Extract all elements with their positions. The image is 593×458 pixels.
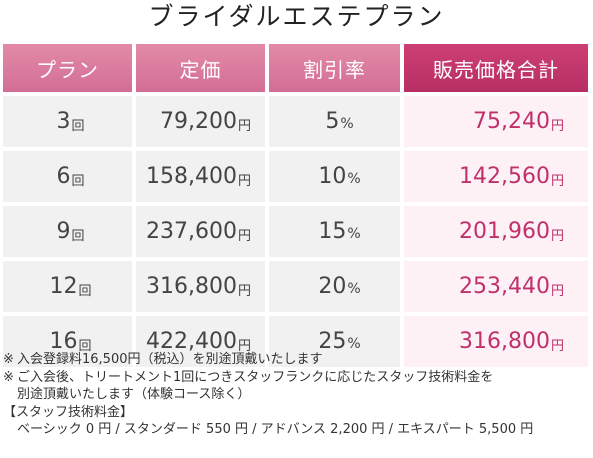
header-plan: プラン bbox=[3, 44, 132, 92]
list-price-cell: 316,800 円 bbox=[136, 261, 265, 312]
list-price-value: 237,600 bbox=[146, 219, 237, 244]
plan-count: 3 bbox=[56, 109, 71, 134]
sale-total-value: 142,560 bbox=[459, 164, 550, 189]
sale-total-unit: 円 bbox=[550, 118, 564, 134]
discount-rate-unit: % bbox=[347, 280, 361, 297]
sale-total-value: 75,240 bbox=[473, 109, 550, 134]
plan-cell: 12 回 bbox=[3, 261, 132, 312]
list-price-cell: 79,200 円 bbox=[136, 96, 265, 147]
note-mark: ※ bbox=[3, 352, 14, 367]
discount-rate-value: 20 bbox=[318, 274, 347, 299]
list-price-unit: 円 bbox=[237, 173, 251, 189]
plan-count: 16 bbox=[49, 329, 78, 354]
header-discount-rate: 割引率 bbox=[269, 44, 400, 92]
header-sale-total: 販売価格合計 bbox=[404, 44, 588, 92]
staff-fee-heading: 【スタッフ技術料金】 bbox=[3, 404, 134, 420]
sale-total-value: 201,960 bbox=[459, 219, 550, 244]
discount-rate-cell: 15% bbox=[269, 206, 400, 257]
list-price-value: 158,400 bbox=[146, 164, 237, 189]
list-price-cell: 237,600 円 bbox=[136, 206, 265, 257]
plan-cell: 16 回 bbox=[3, 316, 132, 367]
sale-total-value: 253,440 bbox=[459, 274, 550, 299]
notes-section: ※ 入会登録料16,500円（税込）を別途頂戴いたします ※ ご入会後、トリートメン… bbox=[3, 351, 591, 439]
sale-total-cell: 142,560 円 bbox=[404, 151, 588, 202]
sale-total-cell: 201,960 円 bbox=[404, 206, 588, 257]
plan-count: 9 bbox=[56, 219, 71, 244]
plan-unit: 回 bbox=[71, 118, 85, 134]
discount-rate-unit: % bbox=[347, 170, 361, 187]
sale-total-value: 316,800 bbox=[459, 329, 550, 354]
sale-total-cell: 75,240 円 bbox=[404, 96, 588, 147]
discount-rate-value: 5 bbox=[325, 109, 340, 134]
note-registration-fee: ※ 入会登録料16,500円（税込）を別途頂戴いたします bbox=[3, 351, 591, 369]
plan-unit: 回 bbox=[71, 228, 85, 244]
note-text: 入会登録料16,500円（税込）を別途頂戴いたします bbox=[17, 352, 323, 367]
list-price-cell: 158,400 円 bbox=[136, 151, 265, 202]
sale-total-unit: 円 bbox=[550, 283, 564, 299]
plan-count: 12 bbox=[49, 274, 78, 299]
list-price-value: 79,200 bbox=[160, 109, 237, 134]
note-staff-fee-continued: 別途頂戴いたします（体験コース除く） bbox=[17, 387, 251, 402]
staff-fee-list: ベーシック 0 円 / スタンダード 550 円 / アドバンス 2,200 円… bbox=[17, 422, 534, 437]
discount-rate-cell: 20% bbox=[269, 261, 400, 312]
discount-rate-cell: 25% bbox=[269, 316, 400, 367]
discount-rate-cell: 10% bbox=[269, 151, 400, 202]
discount-rate-unit: % bbox=[347, 225, 361, 242]
list-price-unit: 円 bbox=[237, 228, 251, 244]
discount-rate-cell: 5% bbox=[269, 96, 400, 147]
note-text: ご入会後、トリートメント1回につきスタッフランクに応じたスタッフ技術料金を bbox=[17, 369, 494, 385]
discount-rate-unit: % bbox=[340, 115, 354, 132]
list-price-unit: 円 bbox=[237, 118, 251, 134]
sale-total-cell: 253,440 円 bbox=[404, 261, 588, 312]
sale-total-cell: 316,800 円 bbox=[404, 316, 588, 367]
discount-rate-value: 25 bbox=[318, 329, 347, 354]
sale-total-unit: 円 bbox=[550, 173, 564, 189]
discount-rate-value: 10 bbox=[318, 164, 347, 189]
note-mark: ※ bbox=[3, 369, 14, 385]
plan-count: 6 bbox=[56, 164, 71, 189]
discount-rate-unit: % bbox=[347, 335, 361, 352]
plan-unit: 回 bbox=[78, 283, 92, 299]
header-list-price: 定価 bbox=[136, 44, 265, 92]
list-price-unit: 円 bbox=[237, 283, 251, 299]
list-price-value: 316,800 bbox=[146, 274, 237, 299]
list-price-unit: 円 bbox=[237, 338, 251, 354]
plan-unit: 回 bbox=[71, 173, 85, 189]
sale-total-unit: 円 bbox=[550, 228, 564, 244]
page-title: ブライダルエステプラン bbox=[148, 2, 445, 31]
plan-unit: 回 bbox=[78, 338, 92, 354]
list-price-value: 422,400 bbox=[146, 329, 237, 354]
discount-rate-value: 15 bbox=[318, 219, 347, 244]
note-staff-fee: ※ ご入会後、トリートメント1回につきスタッフランクに応じたスタッフ技術料金を bbox=[3, 369, 591, 387]
sale-total-unit: 円 bbox=[550, 338, 564, 354]
list-price-cell: 422,400 円 bbox=[136, 316, 265, 367]
